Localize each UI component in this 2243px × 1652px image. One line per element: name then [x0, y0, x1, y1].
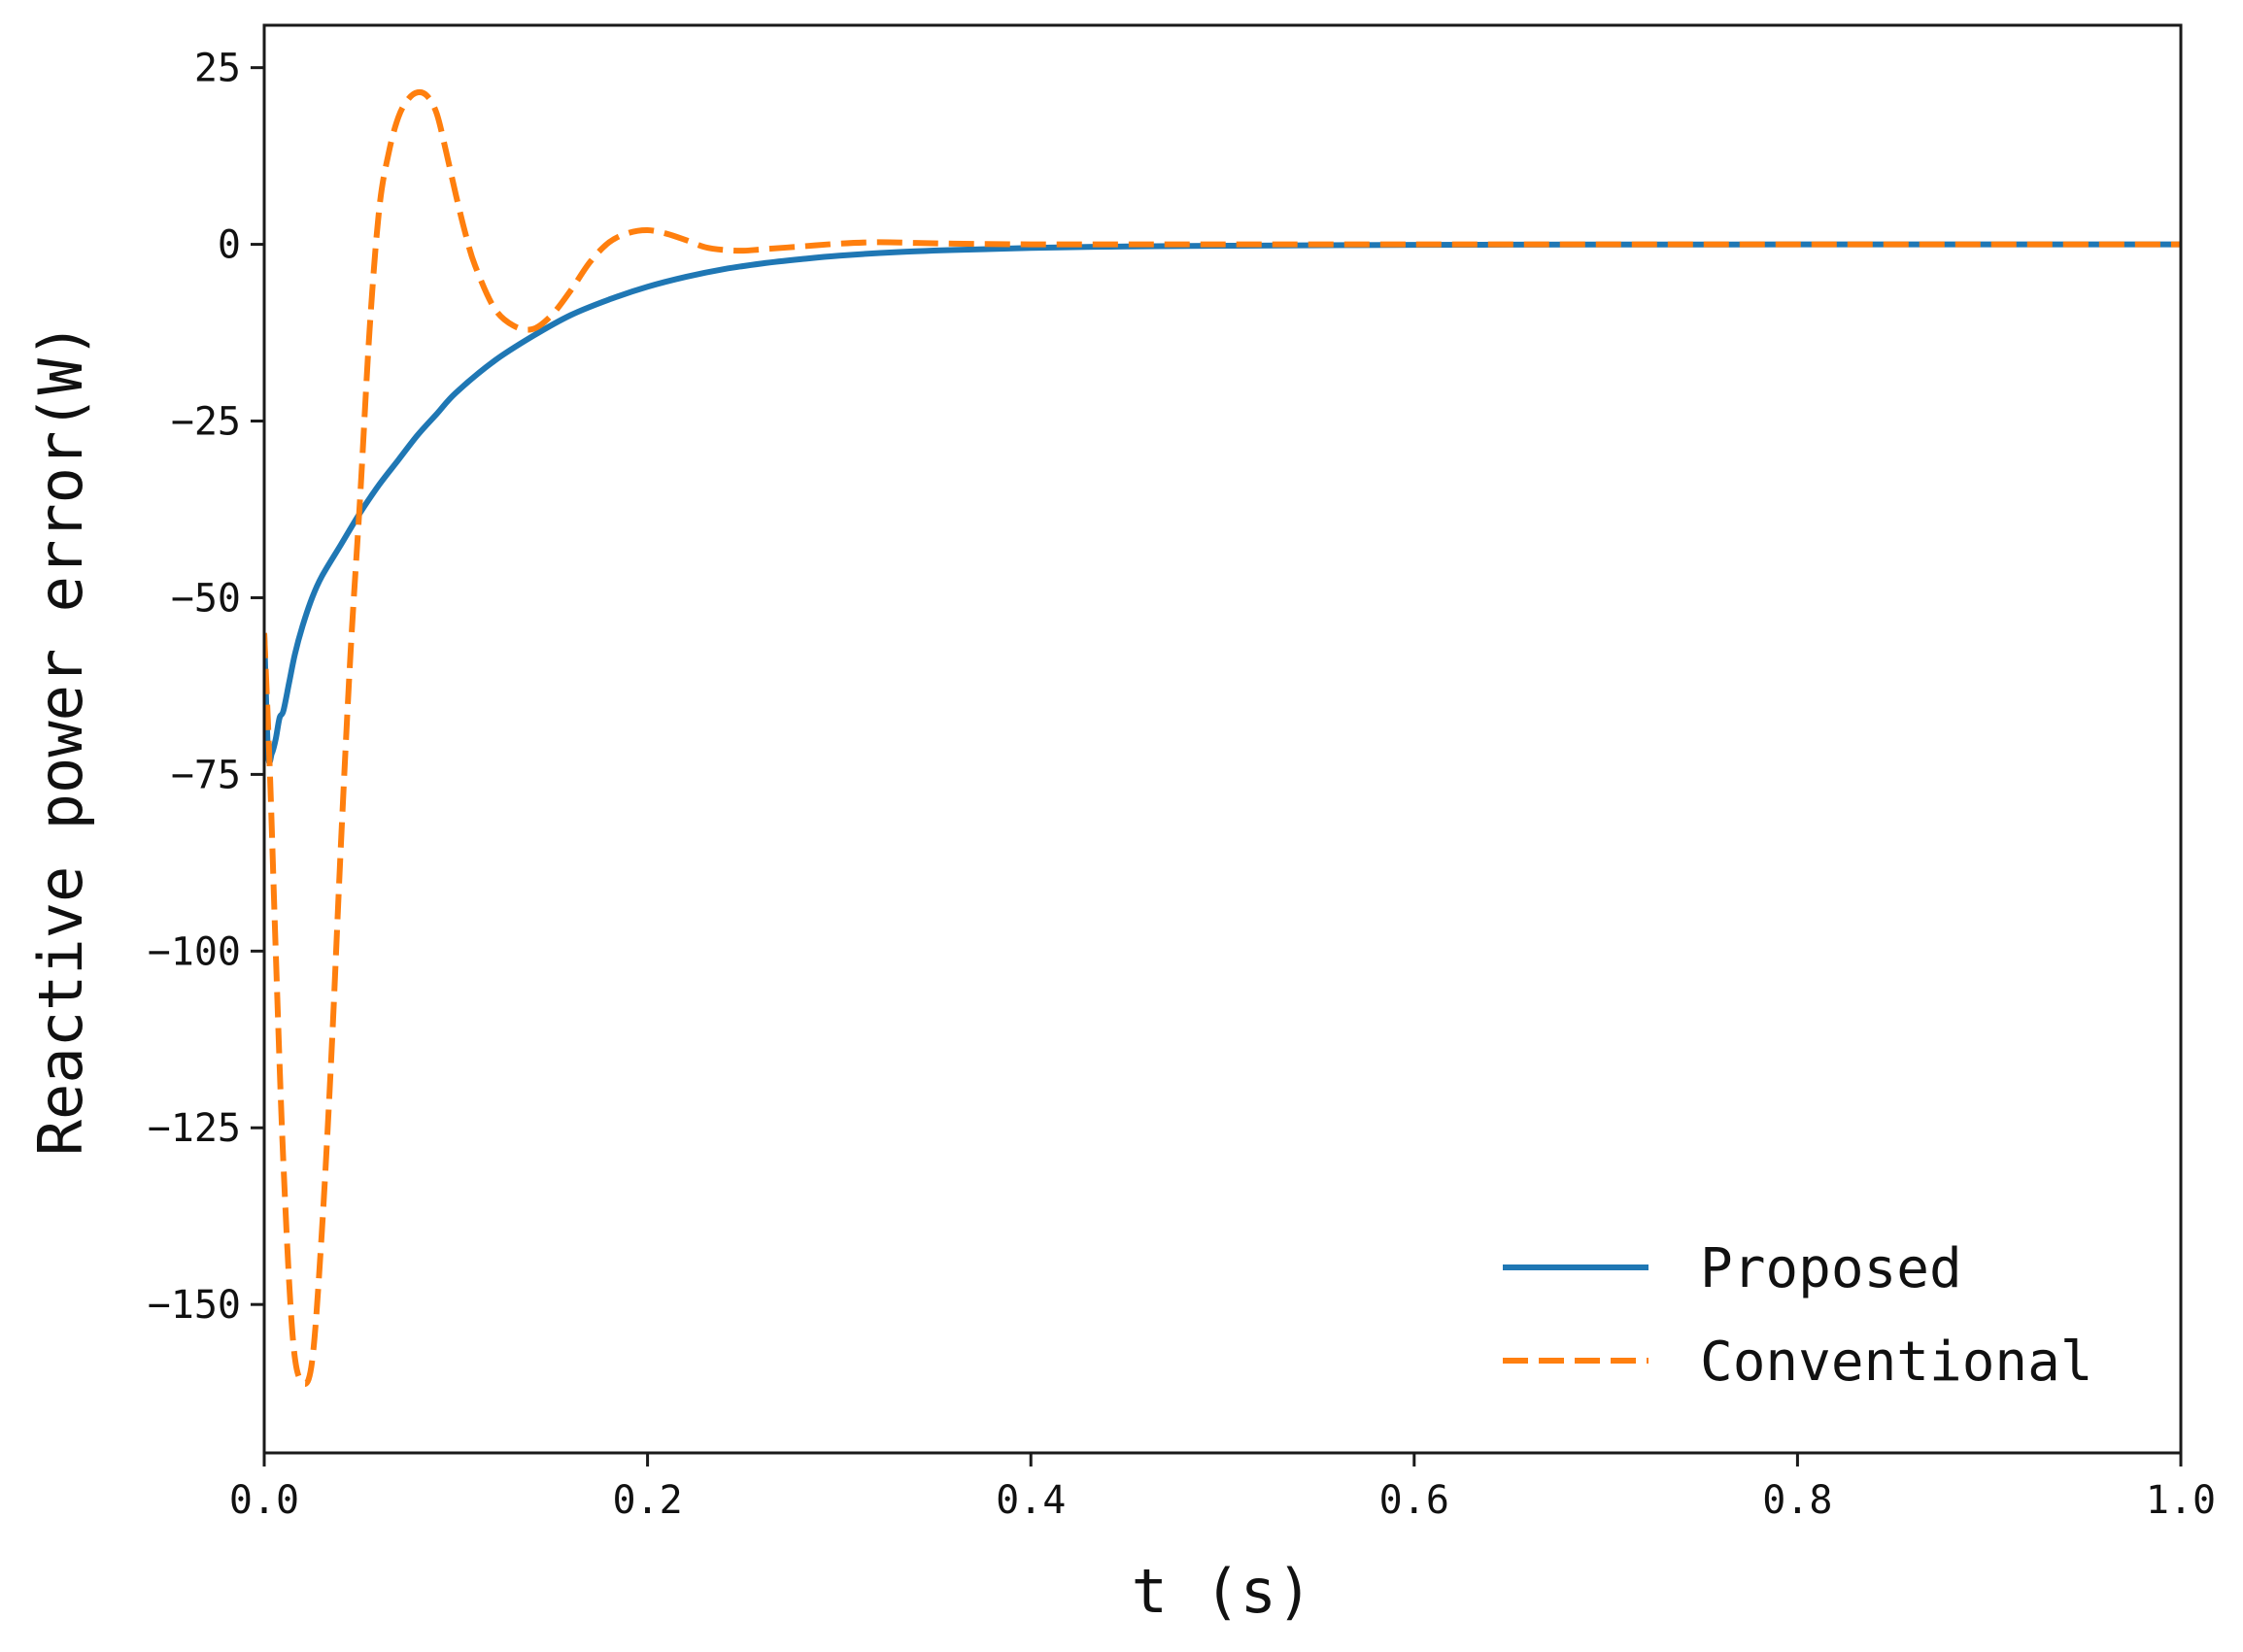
x-axis-label: t (s) — [1132, 1556, 1313, 1627]
x-tick-label: 0.2 — [612, 1478, 682, 1523]
x-tick-label: 0.4 — [996, 1478, 1066, 1523]
y-axis: 25 0 −25 −50 −75 −100 −125 −150 — [148, 47, 264, 1328]
x-tick-label: 0.6 — [1379, 1478, 1449, 1523]
y-tick-label: −100 — [148, 929, 241, 974]
series-line-conventional — [264, 88, 2181, 1387]
series-line-proposed — [264, 241, 2181, 766]
y-tick-label: −75 — [171, 753, 241, 797]
legend-label-proposed: Proposed — [1700, 1237, 1962, 1300]
x-tick-label: 0.8 — [1762, 1478, 1832, 1523]
y-tick-label: −25 — [171, 400, 241, 445]
legend-label-conventional: Conventional — [1700, 1331, 2093, 1394]
x-axis: 0.0 0.2 0.4 0.6 0.8 1.0 — [229, 1453, 2216, 1523]
y-tick-label: −125 — [148, 1106, 241, 1151]
y-tick-label: 25 — [194, 47, 241, 91]
y-axis-label: Reactive power error(W) — [25, 322, 96, 1157]
legend: Proposed Conventional — [1503, 1237, 2093, 1394]
plot-frame — [262, 23, 2183, 1455]
series-layer — [264, 88, 2181, 1387]
x-tick-label: 0.0 — [229, 1478, 299, 1523]
y-tick-label: −150 — [148, 1283, 241, 1328]
y-tick-label: −50 — [171, 576, 241, 621]
x-tick-label: 1.0 — [2146, 1478, 2216, 1523]
y-tick-label: 0 — [218, 223, 241, 268]
